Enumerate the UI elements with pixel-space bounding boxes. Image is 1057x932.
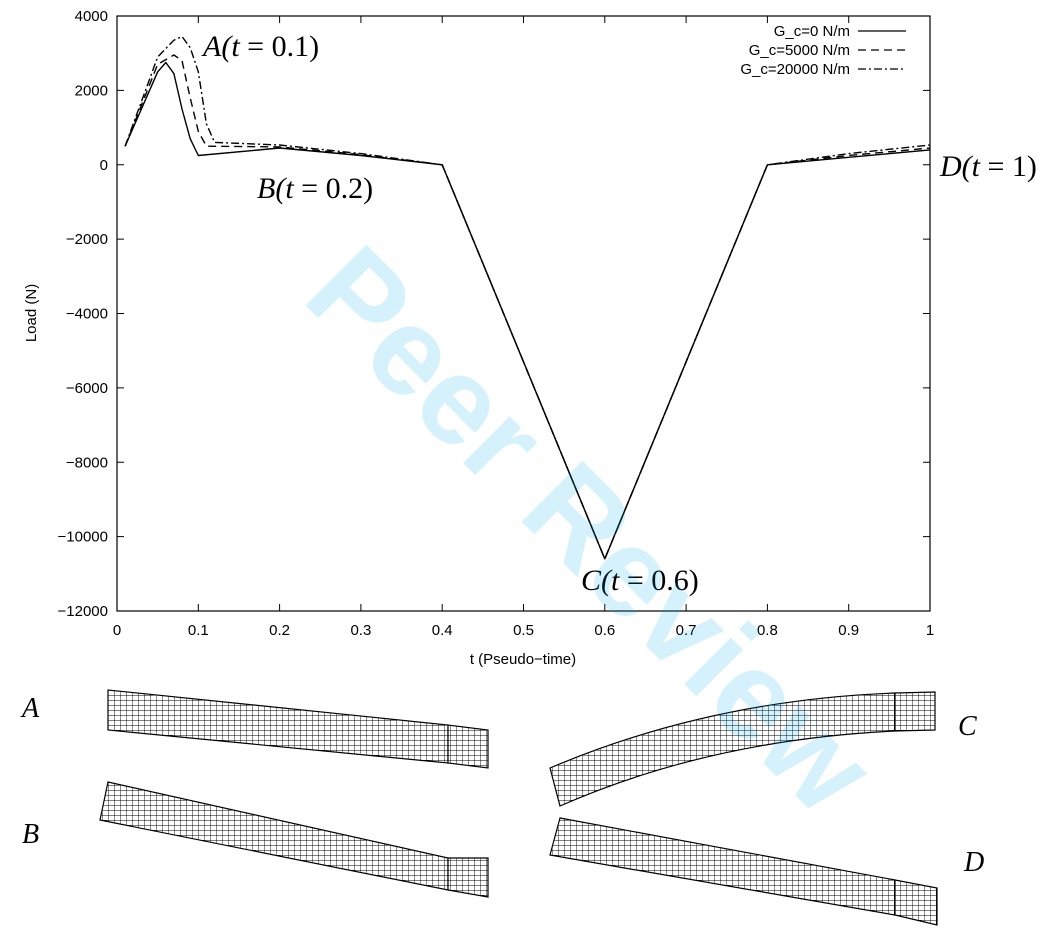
legend-label-1: G_c=5000 N/m <box>749 42 850 59</box>
x-tick-label: 0.1 <box>188 622 209 639</box>
y-tick-label: 4000 <box>75 8 108 25</box>
y-tick-label: −12000 <box>58 603 108 620</box>
mesh-b-right <box>447 857 489 898</box>
y-tick-label: −8000 <box>66 454 108 471</box>
x-tick-label: 0 <box>113 622 121 639</box>
mesh-b-left <box>99 781 449 891</box>
mesh-d <box>549 817 938 926</box>
mesh-label-a: A <box>20 693 40 724</box>
x-tick-label: 0.5 <box>513 622 534 639</box>
y-tick-label: −2000 <box>66 231 108 248</box>
y-tick-label: 0 <box>100 157 108 174</box>
mesh-c-right <box>894 691 936 732</box>
annotation-b: B(t = 0.2) <box>257 172 373 205</box>
mesh-a <box>107 689 489 769</box>
axis-ticks: 0 0.1 0.2 0.3 0.4 0.5 0.6 0.7 0.8 0.9 1 4000 2000 0 −2… <box>58 8 935 639</box>
x-tick-label: 0.3 <box>350 622 371 639</box>
annotation-c: C(t = 0.6) <box>581 564 699 597</box>
mesh-a-left <box>107 689 449 764</box>
legend-label-2: G_c=20000 N/m <box>740 61 850 78</box>
y-tick-label: −6000 <box>66 380 108 397</box>
x-tick-label: 0.7 <box>676 622 697 639</box>
legend: G_c=0 N/m G_c=5000 N/m G_c=20000 N/m <box>740 23 906 78</box>
annotation-a: A(t = 0.1) <box>201 30 319 63</box>
mesh-label-d: D <box>963 847 984 878</box>
x-tick-label: 0.4 <box>432 622 453 639</box>
x-tick-label: 0.6 <box>594 622 615 639</box>
y-tick-label: 2000 <box>75 82 108 99</box>
x-tick-label: 0.8 <box>757 622 778 639</box>
mesh-d-left <box>549 817 896 916</box>
mesh-b <box>99 781 489 898</box>
annotation-d: D(t = 1) <box>939 150 1037 183</box>
x-tick-label: 0.2 <box>269 622 290 639</box>
mesh-c <box>549 691 936 807</box>
y-tick-label: −10000 <box>58 529 108 546</box>
x-tick-label: 0.9 <box>838 622 859 639</box>
y-axis-label: Load (N) <box>23 284 40 342</box>
y-tick-label: −4000 <box>66 306 108 323</box>
legend-label-0: G_c=0 N/m <box>774 23 850 40</box>
mesh-label-b: B <box>22 819 39 850</box>
mesh-d-right <box>894 879 938 926</box>
mesh-a-right <box>447 724 489 769</box>
series-group <box>124 35 931 560</box>
mesh-label-c: C <box>958 711 977 742</box>
x-axis-label: t (Pseudo−time) <box>470 651 576 668</box>
x-tick-label: 1 <box>926 622 934 639</box>
